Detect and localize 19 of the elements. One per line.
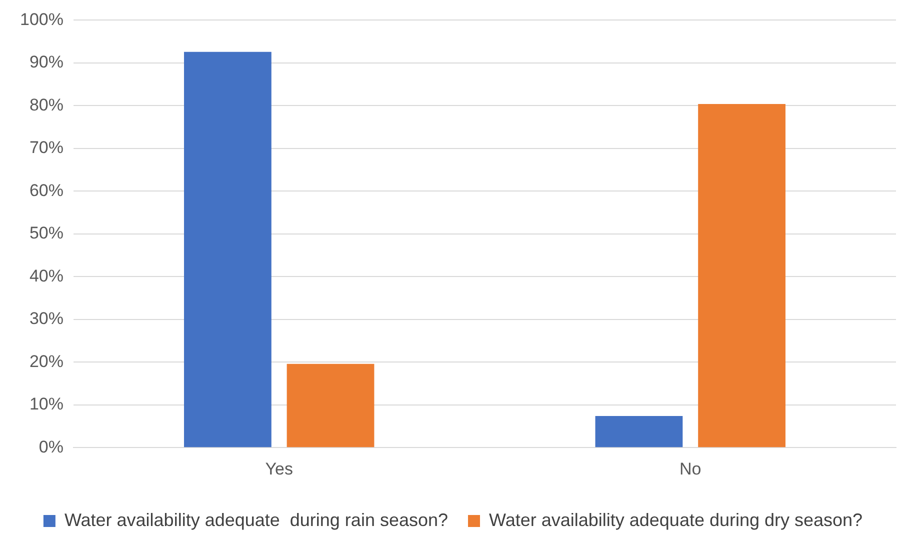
bar: [698, 104, 786, 448]
y-tick-label: 60%: [29, 180, 64, 200]
y-tick-label: 20%: [29, 352, 64, 371]
bar: [184, 52, 272, 448]
legend-label: Water availability adequate during dry season?: [489, 510, 863, 530]
legend-label: Water availability adequate during rain season?: [64, 510, 448, 530]
bar: [286, 364, 374, 448]
y-tick-label: 40%: [29, 266, 64, 286]
y-tick-label: 50%: [29, 224, 64, 243]
x-tick-label: No: [680, 459, 702, 478]
y-tick-label: 10%: [29, 394, 64, 414]
y-tick-label: 0%: [38, 437, 64, 456]
x-tick-label: Yes: [265, 459, 293, 478]
bar: [595, 416, 683, 448]
y-tick-label: 100%: [20, 10, 64, 29]
y-tick-label: 30%: [29, 309, 64, 328]
y-tick-label: 70%: [29, 138, 64, 158]
y-tick-label: 90%: [29, 52, 64, 72]
y-tick-label: 80%: [29, 95, 64, 114]
